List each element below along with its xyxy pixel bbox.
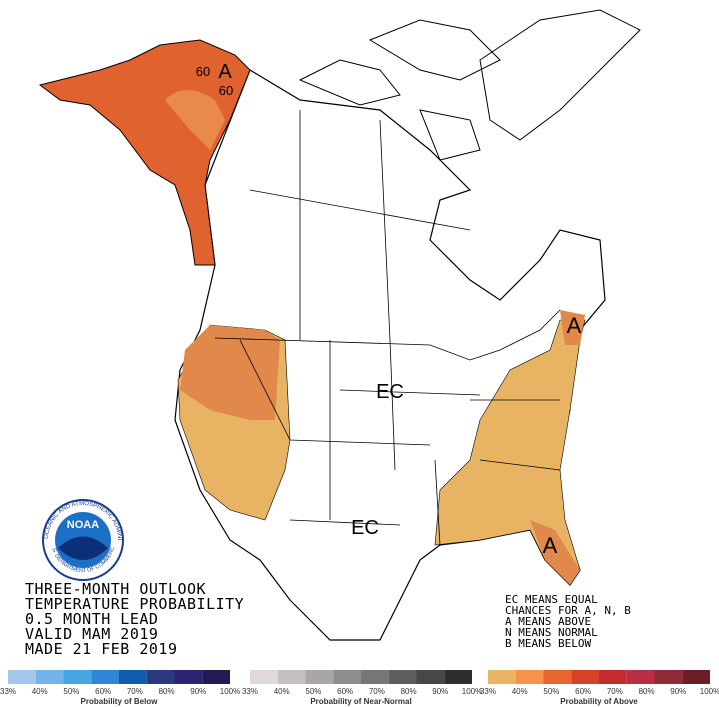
legend-label: 80% (401, 687, 417, 696)
logo-name: NOAA (67, 519, 99, 531)
legend-swatch (444, 670, 472, 684)
legend-label: 100% (700, 687, 719, 696)
note-line: B MEANS BELOW (505, 637, 591, 650)
legends: 33% 40% 50% 60% 70% 80% 90% 100% Probability of … (0, 670, 719, 706)
legend-swatch (515, 670, 544, 684)
note-line: A MEANS ABOVE (505, 615, 591, 628)
legend-swatch (119, 670, 147, 684)
legend-label: 60% (337, 687, 353, 696)
legend-label: 40% (32, 687, 48, 696)
northeast-above-darker (560, 310, 585, 345)
arctic-islands (298, 9, 641, 161)
legend-label: 50% (543, 687, 559, 696)
legend-label: 40% (274, 687, 290, 696)
legend-label: 33% (480, 687, 496, 696)
legend-swatch (146, 670, 175, 684)
legend-label: 40% (512, 687, 528, 696)
legend-swatch (35, 670, 64, 684)
legend-label: 70% (607, 687, 623, 696)
legend-swatch (543, 670, 572, 684)
west-above-darker (180, 325, 280, 420)
title-line: TEMPERATURE PROBABILITY (25, 595, 244, 613)
legend-swatch (63, 670, 92, 684)
legend-label: 80% (159, 687, 175, 696)
legend-label: 50% (63, 687, 79, 696)
legend-swatch (361, 670, 389, 684)
legend-label: 70% (127, 687, 143, 696)
logo-bird (58, 536, 108, 560)
legend-swatch (388, 670, 417, 684)
legend-swatch (416, 670, 445, 684)
east-above (434, 319, 586, 586)
title-line: VALID MAM 2019 (25, 625, 158, 643)
map-label: 60 (219, 83, 233, 98)
legend-swatch (488, 670, 516, 684)
map-label: 60 (196, 64, 210, 79)
legend-label: 100% (220, 687, 240, 696)
legend-label: 33% (0, 687, 16, 696)
legend-swatch (571, 670, 599, 684)
legend-label: 80% (639, 687, 655, 696)
legend-caption: Probability of Below (81, 697, 159, 706)
legend-swatch (91, 670, 119, 684)
florida-above-darker (530, 520, 580, 585)
note-line: N MEANS NORMAL (505, 626, 598, 639)
legend-swatch (626, 670, 655, 684)
note-line: EC MEANS EQUAL (505, 593, 598, 606)
legend-caption: Probability of Near-Normal (310, 697, 411, 706)
map-label: A (218, 61, 232, 83)
legend-label: 90% (432, 687, 448, 696)
legend-label: 60% (95, 687, 111, 696)
title-line: 0.5 MONTH LEAD (25, 610, 158, 628)
legend-label: 60% (575, 687, 591, 696)
map-label: EC (376, 381, 404, 403)
legend-swatch (654, 670, 683, 684)
legend-label: 100% (462, 687, 482, 696)
alaska-above-inner (165, 90, 225, 150)
map-label: A (543, 533, 558, 558)
legend-label: 50% (305, 687, 321, 696)
legend-swatch (250, 670, 278, 684)
legend-swatch (599, 670, 627, 684)
legend-swatch (8, 670, 36, 684)
legend-label: 90% (190, 687, 206, 696)
map-label: A (567, 313, 582, 338)
map-label: EC (351, 517, 379, 539)
note-line: CHANCES FOR A, N, B (505, 604, 631, 617)
legend-swatch (174, 670, 203, 684)
legend-label: 33% (242, 687, 258, 696)
legend-swatch (277, 670, 306, 684)
legend-swatch (682, 670, 710, 684)
legend-caption: Probability of Above (560, 697, 638, 706)
borders (214, 110, 561, 546)
title-line: MADE 21 FEB 2019 (25, 640, 178, 658)
legend-label: 90% (670, 687, 686, 696)
legend-label: 70% (369, 687, 385, 696)
title-line: THREE-MONTH OUTLOOK (25, 580, 206, 598)
legend-swatch (305, 670, 334, 684)
legend-swatch (202, 670, 230, 684)
legend-swatch (333, 670, 361, 684)
